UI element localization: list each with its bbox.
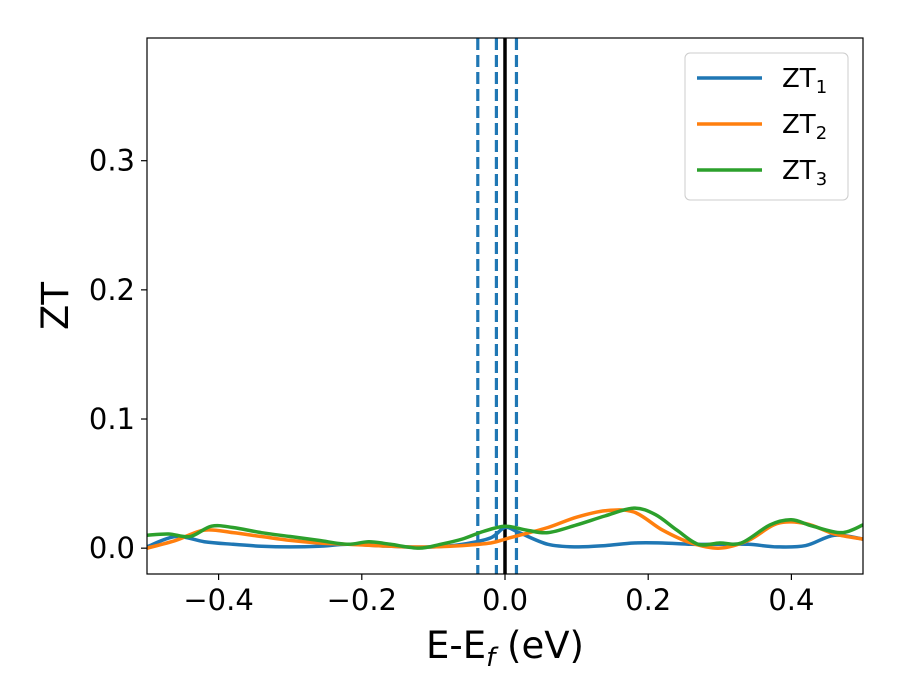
legend-label-zt2: ZT2 xyxy=(782,110,827,144)
x-tick-label: −0.2 xyxy=(327,583,397,617)
series-line-zt3 xyxy=(147,506,863,550)
y-tick-label: 0.1 xyxy=(89,402,135,436)
y-axis: 0.0 0.1 0.2 0.3 xyxy=(89,144,147,565)
x-tick-label: 0.0 xyxy=(482,583,528,617)
legend: ZT1 ZT2 ZT3 xyxy=(684,52,849,201)
x-axis-title-unit: (eV) xyxy=(495,624,584,667)
x-axis-title: E-Ef (eV) xyxy=(426,624,584,673)
legend-label-zt1: ZT1 xyxy=(782,64,827,98)
y-tick-label: 0.3 xyxy=(89,144,135,178)
legend-label-zt3: ZT3 xyxy=(782,156,827,190)
y-axis-title: ZT xyxy=(34,282,77,330)
legend-box xyxy=(684,52,849,201)
y-tick-label: 0.2 xyxy=(89,273,135,307)
y-tick-label: 0.0 xyxy=(89,531,135,565)
x-tick-label: 0.4 xyxy=(768,583,814,617)
x-tick-label: 0.2 xyxy=(625,583,671,617)
series-lines xyxy=(147,506,863,550)
x-axis-title-main: E-E xyxy=(426,624,486,667)
reference-lines xyxy=(476,38,519,574)
x-axis: −0.4 −0.2 0.0 0.2 0.4 xyxy=(183,574,814,617)
x-tick-label: −0.4 xyxy=(183,583,253,617)
